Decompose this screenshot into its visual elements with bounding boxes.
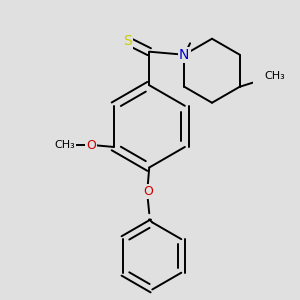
Text: CH₃: CH₃ xyxy=(264,71,285,81)
Text: S: S xyxy=(124,34,132,48)
Text: O: O xyxy=(143,185,153,198)
Text: N: N xyxy=(179,48,190,62)
Text: CH₃: CH₃ xyxy=(54,140,75,150)
Text: O: O xyxy=(86,139,96,152)
